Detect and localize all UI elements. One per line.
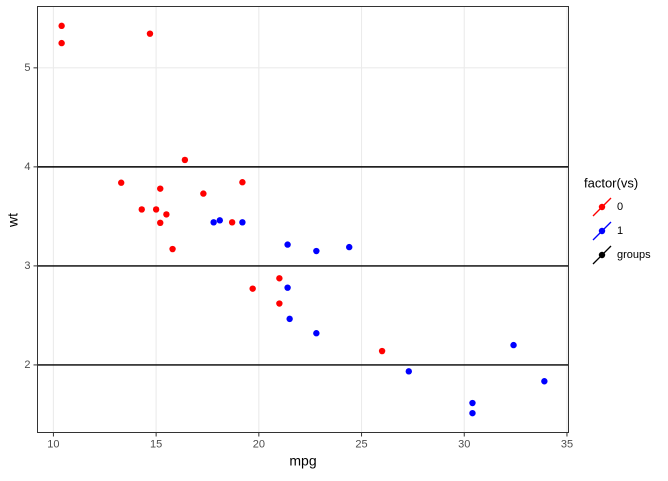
point bbox=[284, 284, 291, 291]
legend-label: groups bbox=[617, 249, 651, 261]
x-tick-label: 15 bbox=[150, 438, 162, 450]
point bbox=[313, 330, 320, 337]
point bbox=[169, 245, 176, 253]
point bbox=[510, 341, 517, 349]
point bbox=[157, 219, 164, 227]
legend-title: factor(vs) bbox=[584, 175, 638, 190]
point bbox=[239, 179, 246, 186]
legend-key-point bbox=[598, 251, 606, 259]
y-tick-label: 5 bbox=[24, 62, 30, 74]
point bbox=[157, 185, 164, 192]
point bbox=[152, 206, 160, 213]
point bbox=[216, 217, 224, 224]
x-tick-label: 35 bbox=[561, 438, 573, 450]
point bbox=[284, 241, 291, 248]
legend-key-point bbox=[598, 227, 606, 235]
y-tick-label: 2 bbox=[24, 359, 30, 371]
point bbox=[200, 190, 207, 197]
point bbox=[118, 179, 125, 186]
legend-label: 1 bbox=[617, 225, 623, 237]
point bbox=[146, 30, 154, 37]
x-tick-label: 20 bbox=[253, 438, 265, 450]
point bbox=[210, 219, 217, 226]
point bbox=[469, 399, 476, 407]
point bbox=[313, 247, 320, 255]
y-axis-title: wt bbox=[5, 213, 21, 228]
point bbox=[58, 22, 65, 30]
point bbox=[346, 243, 353, 251]
point bbox=[138, 206, 145, 213]
point bbox=[405, 368, 412, 375]
point bbox=[163, 211, 170, 218]
point bbox=[469, 409, 476, 417]
panel-border bbox=[37, 6, 569, 433]
x-tick-label: 25 bbox=[355, 438, 367, 450]
point bbox=[286, 315, 293, 323]
point bbox=[276, 275, 283, 282]
point bbox=[58, 39, 65, 47]
point bbox=[228, 219, 236, 226]
y-tick-label: 3 bbox=[24, 260, 30, 272]
point bbox=[541, 378, 548, 385]
x-tick-label: 10 bbox=[47, 438, 59, 450]
point bbox=[181, 156, 189, 164]
point bbox=[239, 219, 246, 226]
point bbox=[276, 300, 283, 307]
point bbox=[378, 347, 386, 355]
legend-label: 0 bbox=[617, 201, 623, 213]
point bbox=[249, 285, 256, 292]
y-tick-label: 4 bbox=[24, 161, 30, 173]
x-tick-label: 30 bbox=[458, 438, 470, 450]
x-axis-title: mpg bbox=[289, 453, 316, 469]
legend-key-point bbox=[598, 203, 606, 211]
